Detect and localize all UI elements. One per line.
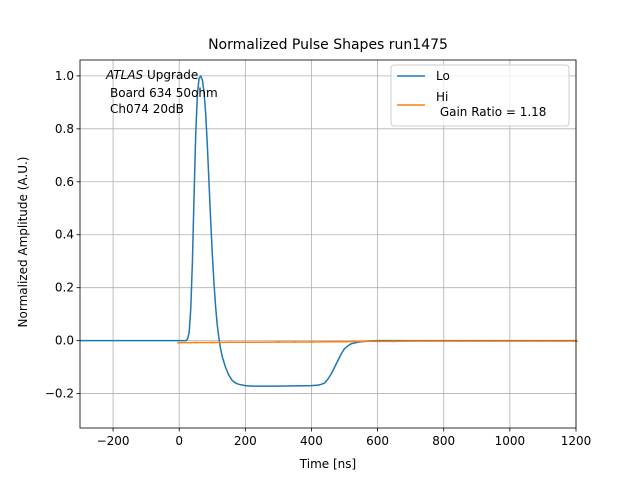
y-axis-label: Normalized Amplitude (A.U.) xyxy=(16,157,30,328)
x-tick-label: 600 xyxy=(366,434,389,448)
axis-ticks: −200 0 200 400 600 800 1000 1200 −0.2 0.0 0.2 0.4 0.… xyxy=(45,69,591,448)
legend-box xyxy=(390,64,570,127)
y-tick-label: 0.2 xyxy=(55,281,74,295)
x-tick-label: 1200 xyxy=(561,434,592,448)
annotation-line-3: Ch074 20dB xyxy=(110,102,184,116)
annotation-atlas: ATLAS xyxy=(105,68,144,82)
legend-label-hi-line: Gain Ratio = 1.18 xyxy=(436,105,546,119)
x-tick-label: −200 xyxy=(97,434,130,448)
x-axis-label: Time [ns] xyxy=(299,457,356,471)
data-series xyxy=(79,75,578,387)
y-tick-label: −0.2 xyxy=(45,387,74,401)
annotation-upgrade: Upgrade xyxy=(143,68,198,82)
x-tick-label: 400 xyxy=(300,434,323,448)
series-line-lo xyxy=(79,75,577,387)
y-tick-label: 0.8 xyxy=(55,122,74,136)
y-tick-label: 0.4 xyxy=(55,228,74,242)
chart-title: Normalized Pulse Shapes run1475 xyxy=(208,37,448,53)
y-tick-label: 0.6 xyxy=(55,175,74,189)
x-tick-label: 200 xyxy=(234,434,257,448)
x-tick-label: 1000 xyxy=(495,434,526,448)
legend-label-lo: Lo xyxy=(436,69,450,83)
y-tick-label: 0.0 xyxy=(55,334,74,348)
atlas-annotation: ATLAS Upgrade Board 634 50ohm Ch074 20dB xyxy=(105,68,218,116)
legend-label-hi-line: Hi xyxy=(436,90,448,104)
x-tick-label: 0 xyxy=(175,434,183,448)
plot-frame xyxy=(79,59,577,429)
annotation-line-1: ATLAS Upgrade xyxy=(105,68,198,82)
annotation-line-2: Board 634 50ohm xyxy=(110,86,218,100)
x-tick-label: 800 xyxy=(432,434,455,448)
legend-label-hi: Hi Gain Ratio = 1.18 xyxy=(436,90,546,119)
legend: Lo Hi Gain Ratio = 1.18 xyxy=(390,64,570,127)
y-tick-label: 1.0 xyxy=(55,69,74,83)
